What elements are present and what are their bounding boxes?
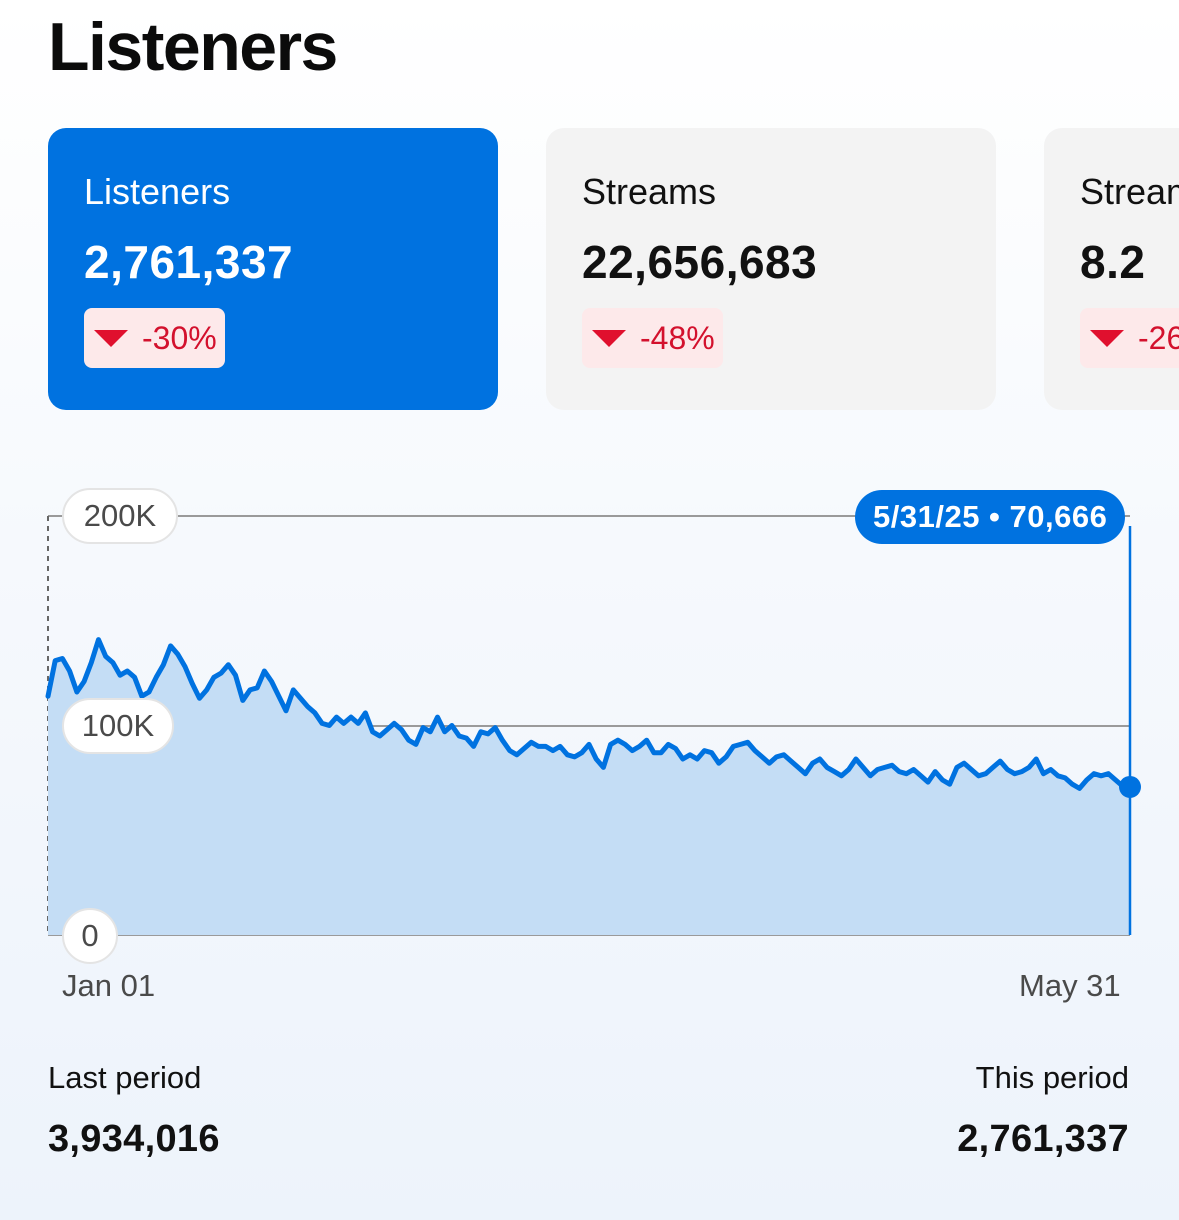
- arrow-down-icon: [592, 329, 626, 347]
- page-title: Listeners: [48, 9, 338, 85]
- highlight-point: [1119, 775, 1141, 798]
- change-value: -30%: [142, 319, 217, 356]
- change-badge: -26%: [1080, 308, 1179, 368]
- arrow-down-icon: [1090, 329, 1124, 347]
- card-value: 22,656,683: [582, 236, 818, 288]
- card-label: Listeners: [84, 171, 231, 212]
- arrow-down-icon: [94, 329, 128, 347]
- listeners-chart[interactable]: 200K 100K 0 5/31/25 • 70,666 Jan 01 May …: [0, 470, 1179, 1030]
- y-tick-100k: 100K: [62, 698, 174, 754]
- card-streams-per-listener[interactable]: Streams/listener 8.2 -26%: [1044, 128, 1179, 410]
- change-value: -26%: [1138, 319, 1179, 356]
- card-label: Streams: [582, 171, 717, 212]
- area-fill: [48, 639, 1130, 935]
- card-listeners[interactable]: Listeners 2,761,337 -30%: [48, 128, 498, 410]
- change-value: -48%: [640, 319, 715, 356]
- y-tick-0: 0: [62, 908, 118, 964]
- tooltip: 5/31/25 • 70,666: [855, 490, 1126, 544]
- change-badge: -30%: [84, 308, 225, 368]
- card-value: 2,761,337: [84, 236, 294, 288]
- last-period-label: Last period: [48, 1060, 202, 1095]
- chart-canvas: [45, 515, 1141, 936]
- y-tick-200k: 200K: [62, 488, 178, 544]
- card-value: 8.2: [1080, 236, 1146, 288]
- this-period-label: This period: [975, 1060, 1129, 1095]
- card-streams[interactable]: Streams 22,656,683 -48%: [546, 128, 996, 410]
- series-line: [45, 637, 1133, 791]
- card-label: Streams/listener: [1080, 171, 1179, 212]
- change-badge: -48%: [582, 308, 723, 368]
- this-period-value: 2,761,337: [957, 1118, 1129, 1160]
- last-period-value: 3,934,016: [48, 1118, 220, 1160]
- metric-cards: Listeners 2,761,337 -30% Streams 22,656,…: [0, 128, 1179, 410]
- x-tick-end: May 31: [1019, 968, 1121, 1003]
- x-tick-start: Jan 01: [62, 968, 156, 1003]
